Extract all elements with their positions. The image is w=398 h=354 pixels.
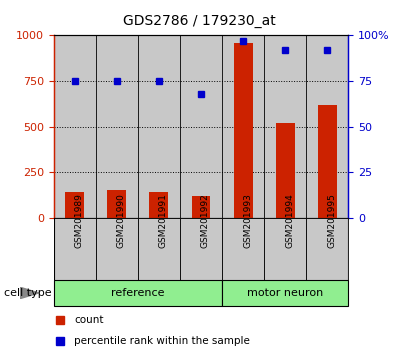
Bar <box>107 190 126 218</box>
Text: GSM201992: GSM201992 <box>201 193 210 247</box>
Text: GSM201991: GSM201991 <box>159 193 168 248</box>
Polygon shape <box>20 287 39 299</box>
Text: GDS2786 / 179230_at: GDS2786 / 179230_at <box>123 14 275 28</box>
Bar <box>54 280 222 306</box>
Bar <box>306 218 348 280</box>
Bar <box>191 196 211 218</box>
Bar <box>306 35 348 218</box>
Text: count: count <box>74 315 104 325</box>
Text: reference: reference <box>111 288 165 298</box>
Bar <box>138 218 180 280</box>
Text: motor neuron: motor neuron <box>247 288 323 298</box>
Text: GSM201994: GSM201994 <box>285 193 294 247</box>
Text: GSM201993: GSM201993 <box>243 193 252 248</box>
Bar <box>54 35 96 218</box>
Bar <box>65 192 84 218</box>
Bar <box>222 218 264 280</box>
Bar <box>96 218 138 280</box>
Bar <box>54 218 96 280</box>
Bar <box>318 105 337 218</box>
Bar <box>96 35 138 218</box>
Text: GSM201989: GSM201989 <box>75 193 84 248</box>
Text: GSM201995: GSM201995 <box>327 193 336 248</box>
Bar <box>264 218 306 280</box>
Bar <box>180 218 222 280</box>
Bar <box>264 35 306 218</box>
Text: percentile rank within the sample: percentile rank within the sample <box>74 336 250 346</box>
Bar <box>222 35 264 218</box>
Bar <box>276 123 295 218</box>
Bar <box>222 280 348 306</box>
Text: cell type: cell type <box>4 288 52 298</box>
Bar <box>234 43 252 218</box>
Bar <box>149 192 168 218</box>
Text: GSM201990: GSM201990 <box>117 193 126 248</box>
Bar <box>138 35 180 218</box>
Bar <box>180 35 222 218</box>
